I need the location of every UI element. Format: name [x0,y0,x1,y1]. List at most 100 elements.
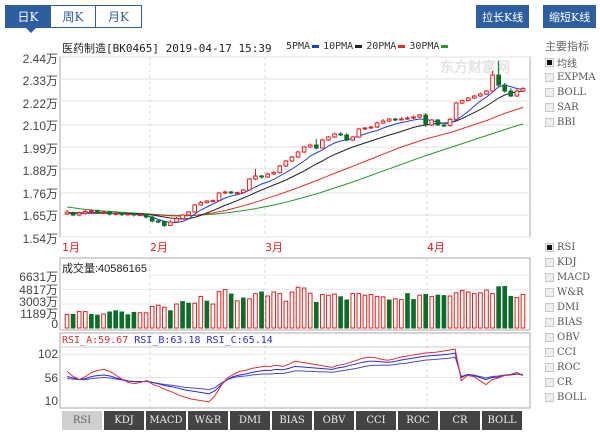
indicator-label: BIAS [557,317,583,328]
legend-swatch [355,45,363,48]
tab-boll[interactable]: BOLL [482,411,522,430]
tab-dmi[interactable]: DMI [230,411,270,430]
legend-swatch [398,45,406,48]
vol-y-label: 0 [51,317,58,331]
checkbox-icon[interactable] [545,103,554,112]
checkbox-icon[interactable] [545,393,554,402]
indicator-ma[interactable]: 均线 [545,55,596,70]
tab-cr[interactable]: CR [440,411,480,430]
tab-kdj[interactable]: KDJ [104,411,144,430]
checkbox-icon[interactable] [545,258,554,267]
checkbox-icon[interactable] [545,58,554,67]
indicator-label: KDJ [557,257,577,268]
sub-indicators-panel: RSI KDJ MACD W&R DMI BIAS OBV CCI ROC CR… [545,240,590,405]
y-label: 1.65万 [22,209,58,223]
sub-indicator-macd[interactable]: MACD [545,270,590,285]
indicator-sar[interactable]: SAR [545,100,596,115]
tab-daily-k[interactable]: 日K [6,6,51,33]
vol-y-label: 6631万 [19,270,58,284]
extend-kline-button[interactable]: 拉长K线 [476,5,530,28]
checkbox-icon[interactable] [545,243,554,252]
checkbox-icon[interactable] [545,363,554,372]
sub-indicator-cr[interactable]: CR [545,375,590,390]
tab-macd[interactable]: MACD [146,411,186,430]
tab-obv[interactable]: OBV [314,411,354,430]
sub-indicator-kdj[interactable]: KDJ [545,255,590,270]
tab-wr[interactable]: W&R [188,411,228,430]
checkbox-icon[interactable] [545,118,554,127]
legend-label: 30PMA [409,41,440,52]
sub-indicator-wr[interactable]: W&R [545,285,590,300]
sub-indicator-dmi[interactable]: DMI [545,300,590,315]
y-label: 2.44万 [22,52,58,66]
checkbox-icon[interactable] [545,333,554,342]
svg-text:3月: 3月 [265,241,283,254]
legend-swatch [441,45,449,48]
main-indicators-panel: 主要指标 均线 EXPMA BOLL SAR BBI [545,38,596,130]
indicator-label: 均线 [557,59,577,70]
y-label: 1.99万 [22,142,58,156]
y-label: 1.88万 [22,164,58,178]
tab-weekly-k[interactable]: 周K [51,6,96,27]
indicator-label: CR [557,377,573,388]
rsi-c-value: RSI_C:65.14 [206,335,273,346]
sub-indicator-cci[interactable]: CCI [545,345,590,360]
shorten-kline-button[interactable]: 缩短K线 [543,5,597,28]
ma-legend: 5PMA 10PMA 20PMA 30PMA [286,41,449,52]
rsi-y-label: 10 [44,394,58,408]
checkbox-icon[interactable] [545,318,554,327]
rsi-y-label: 56 [44,371,58,385]
indicator-label: CCI [557,347,577,358]
sub-indicator-rsi[interactable]: RSI [545,240,590,255]
rsi-y-label: 102 [37,347,58,361]
indicator-label: BBI [557,117,576,128]
indicator-boll[interactable]: BOLL [545,85,596,100]
rsi-a-value: RSI_A:59.67 [62,335,129,346]
indicator-label: OBV [557,332,580,343]
indicator-label: EXPMA [557,72,596,83]
indicator-label: RSI [557,242,576,253]
legend-5pma: 5PMA [286,41,320,52]
checkbox-icon[interactable] [545,288,554,297]
legend-label: 10PMA [323,41,354,52]
checkbox-icon[interactable] [545,348,554,357]
sub-indicator-boll[interactable]: BOLL [545,390,590,405]
indicator-expma[interactable]: EXPMA [545,70,596,85]
indicator-label: BOLL [557,392,587,403]
y-label: 2.10万 [22,119,58,133]
chart-title: 医药制造[BK0465] 2019-04-17 15:39 [62,42,272,55]
checkbox-icon[interactable] [545,303,554,312]
vol-y-label: 4817万 [19,283,58,297]
legend-30pma: 30PMA [409,41,449,52]
svg-text:东方财富网: 东方财富网 [440,59,510,76]
legend-label: 5PMA [286,41,311,52]
vol-y-label: 1189万 [20,307,58,321]
period-tabs: 日K 周K 月K [5,5,142,33]
legend-10pma: 10PMA [323,41,363,52]
sub-indicator-bias[interactable]: BIAS [545,315,590,330]
checkbox-icon[interactable] [545,88,554,97]
svg-text:1月: 1月 [62,241,80,254]
tab-rsi[interactable]: RSI [62,411,102,430]
checkbox-icon[interactable] [545,378,554,387]
legend-swatch [312,45,320,48]
checkbox-icon[interactable] [545,73,554,82]
indicator-label: ROC [557,362,581,373]
tab-monthly-k[interactable]: 月K [96,6,141,27]
checkbox-icon[interactable] [545,273,554,282]
main-indicators-title: 主要指标 [545,40,589,53]
rsi-title: RSI_A:59.67 RSI_B:63.18 RSI_C:65.14 [62,335,273,346]
sub-indicator-obv[interactable]: OBV [545,330,590,345]
sub-indicator-roc[interactable]: ROC [545,360,590,375]
tab-cci[interactable]: CCI [356,411,396,430]
tab-bias[interactable]: BIAS [272,411,312,430]
y-label: 2.33万 [22,74,58,88]
indicator-label: BOLL [557,87,587,98]
indicator-bbi[interactable]: BBI [545,115,596,130]
y-label: 2.22万 [22,97,58,111]
rsi-b-value: RSI_B:63.18 [134,335,201,346]
indicator-label: DMI [557,302,580,313]
y-label: 1.76万 [22,187,58,201]
tab-roc[interactable]: ROC [398,411,438,430]
